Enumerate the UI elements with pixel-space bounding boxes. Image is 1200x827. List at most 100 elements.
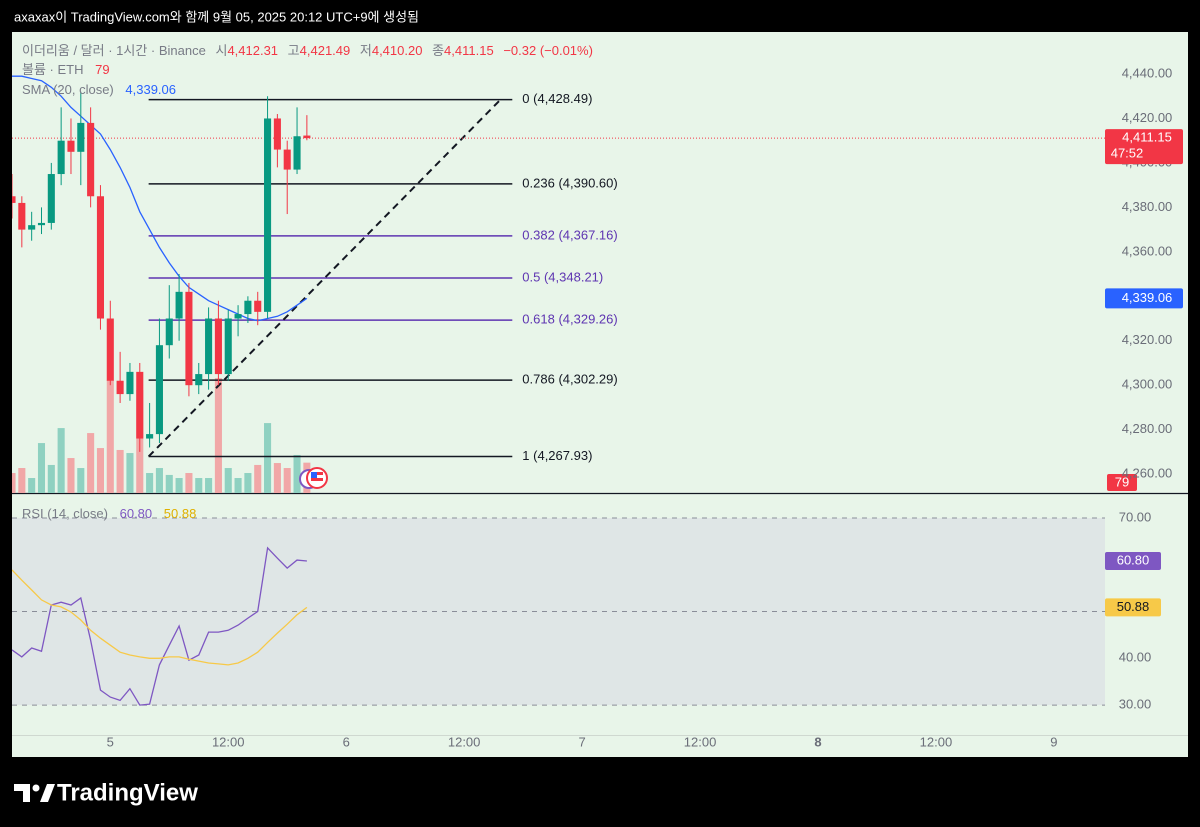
- last-price-label: 4,411.15: [1122, 130, 1172, 145]
- legend-label: 종: [432, 43, 444, 58]
- candle-body: [28, 225, 36, 230]
- x-tick-label: 12:00: [448, 734, 481, 749]
- candle-body: [126, 371, 134, 395]
- candle-body: [224, 318, 232, 375]
- volume-bar: [67, 458, 75, 493]
- legend-value: 4,339.06: [125, 82, 176, 97]
- volume-bar: [224, 468, 232, 493]
- x-tick-label: 5: [107, 734, 114, 749]
- volume-bar: [165, 474, 173, 493]
- x-tick-label: 12:00: [920, 734, 953, 749]
- candle-body: [116, 380, 124, 395]
- rsi-tag-label: 60.80: [1117, 552, 1150, 567]
- fib-label: 0.382 (4,367.16): [522, 227, 617, 242]
- fib-label: 0.5 (4,348.21): [522, 269, 603, 284]
- volume-bar: [155, 468, 163, 493]
- legend-value: 4,410.20: [372, 43, 423, 58]
- price-layer: [12, 75, 1105, 452]
- volume-bar: [146, 473, 154, 493]
- fib-label: 0.786 (4,302.29): [522, 372, 617, 387]
- fib-label: 1 (4,267.93): [522, 448, 592, 463]
- candle-body: [37, 222, 46, 226]
- legend-entry: RSI (14, close): [22, 506, 108, 521]
- footer-logo: TradingView: [14, 779, 198, 806]
- volume-tag-label: 79: [1115, 474, 1129, 489]
- legend-row: SMA (20, close) 4,339.06: [22, 82, 176, 97]
- last-price-tag: [1105, 129, 1183, 165]
- logo-mark: [32, 784, 40, 792]
- y-tick-label: 30.00: [1119, 697, 1152, 712]
- candle-body: [18, 202, 26, 230]
- candle-body: [303, 135, 311, 139]
- candle-body: [136, 371, 144, 439]
- volume-bar: [18, 468, 26, 493]
- volume-bar: [234, 478, 242, 493]
- candle-body: [47, 174, 55, 223]
- brand: TradingView: [57, 779, 198, 806]
- candle-body: [57, 140, 65, 175]
- legend-row: 이더리움 / 달러 · 1시간 · Binance 시4,412.31 고4,4…: [22, 43, 593, 58]
- y-tick-label: 4,380.00: [1122, 199, 1173, 214]
- volume-bar: [283, 468, 291, 493]
- x-tick-label: 7: [578, 734, 585, 749]
- volume-bar: [214, 378, 222, 493]
- legend-value: 50.88: [164, 506, 197, 521]
- legend-label: 저: [360, 43, 372, 58]
- fib-label: 0 (4,428.49): [522, 91, 592, 106]
- volume-bar: [37, 443, 46, 493]
- y-tick-label: 4,260.00: [1122, 466, 1173, 481]
- rsi-line: [12, 569, 308, 666]
- legend-row: RSI (14, close) 60.80 50.88: [22, 506, 196, 521]
- volume-bar: [195, 478, 203, 493]
- volume-bar: [273, 463, 281, 493]
- volume-bar: [106, 380, 114, 493]
- legend-row: 볼륨 · ETH 79: [22, 62, 110, 77]
- candle-body: [185, 291, 193, 386]
- candle-body: [273, 118, 281, 150]
- rsi-layer: [12, 517, 1105, 706]
- candle-body: [12, 196, 16, 203]
- volume-bar: [87, 433, 95, 493]
- icon-canton: [311, 472, 317, 478]
- volume-bar: [264, 423, 272, 493]
- volume-bar: [244, 473, 252, 493]
- volume-bar: [12, 473, 16, 493]
- volume-bar: [57, 428, 65, 493]
- y-tick-label: 70.00: [1119, 509, 1152, 524]
- y-tick-label: 40.00: [1119, 650, 1152, 665]
- y-tick-label: 4,420.00: [1122, 110, 1173, 125]
- legend-value: 4,412.31: [227, 43, 278, 58]
- x-tick-label: 6: [343, 734, 350, 749]
- candle-body: [244, 300, 252, 315]
- volume-bar: [126, 453, 134, 493]
- y-tick-label: 4,440.00: [1122, 65, 1173, 80]
- rsi-tag: [1105, 598, 1161, 617]
- volume-bar: [185, 473, 193, 493]
- rsi-tag: [1105, 552, 1161, 571]
- y-tick-label: 4,280.00: [1122, 421, 1173, 436]
- volume-bar: [28, 478, 36, 493]
- legend: 이더리움 / 달러 · 1시간 · Binance 시4,412.31 고4,4…: [22, 43, 593, 521]
- candle-body: [67, 140, 75, 152]
- legend-label: 고: [288, 43, 300, 58]
- candle-body: [165, 318, 173, 346]
- logo-mark: [14, 784, 30, 802]
- x-tick-label: 12:00: [684, 734, 717, 749]
- countdown-label: 47:52: [1111, 146, 1144, 161]
- volume-tag: [1107, 474, 1137, 491]
- volume-bar: [175, 478, 183, 493]
- volume-bar: [77, 468, 85, 493]
- rsi-line: [12, 546, 307, 706]
- candle-body: [87, 122, 95, 197]
- volume-layer: [12, 378, 311, 493]
- legend-value: 79: [95, 62, 109, 77]
- x-tick-label: 8: [814, 734, 821, 749]
- symbol: 이더리움 / 달러 · 1시간 · Binance: [22, 43, 206, 58]
- candle-body: [155, 345, 163, 435]
- candle-body: [96, 196, 105, 319]
- legend-value: 4,411.15: [444, 43, 494, 58]
- volume-bar: [116, 449, 124, 493]
- x-tick-label: 12:00: [212, 734, 245, 749]
